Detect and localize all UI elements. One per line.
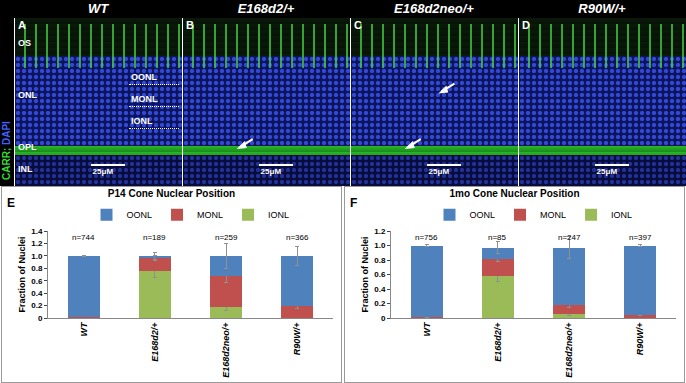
svg-text:E168d2/+: E168d2/+: [150, 322, 160, 362]
html-text:E168d2neo/+: E168d2neo/+: [394, 1, 474, 16]
svg-text:n=397: n=397: [629, 233, 652, 242]
svg-text:n=756: n=756: [415, 233, 438, 242]
html-text:OONL: OONL: [131, 72, 157, 82]
svg-text:IONL: IONL: [611, 210, 632, 220]
svg-text:E168d2neo/+: E168d2neo/+: [564, 322, 574, 378]
svg-text:E168d2neo/+: E168d2neo/+: [221, 322, 231, 378]
svg-text:R90W/+: R90W/+: [635, 322, 645, 356]
svg-text:n=189: n=189: [143, 233, 166, 242]
svg-text:0.6: 0.6: [374, 270, 386, 279]
svg-text:Fraction of Nuclei: Fraction of Nuclei: [17, 236, 27, 312]
html-text:INL: INL: [18, 164, 33, 174]
svg-text:0.4: 0.4: [374, 285, 386, 294]
html-text:OPL: OPL: [18, 142, 37, 152]
svg-text:WT: WT: [422, 321, 432, 336]
html-text:C: C: [354, 19, 362, 31]
html-text:IONL: IONL: [131, 116, 153, 126]
svg-text:1.4: 1.4: [31, 227, 43, 236]
svg-text:P14 Cone Nuclear Position: P14 Cone Nuclear Position: [108, 188, 235, 199]
svg-text:F: F: [350, 196, 357, 210]
svg-text:0.8: 0.8: [374, 256, 386, 265]
svg-text:0.6: 0.6: [31, 277, 43, 286]
svg-text:MONL: MONL: [540, 210, 566, 220]
svg-text:n=259: n=259: [215, 233, 238, 242]
svg-text:E: E: [7, 196, 15, 210]
svg-text:OONL: OONL: [470, 210, 496, 220]
html-text:DAPI: DAPI: [1, 121, 12, 148]
svg-text:E168d2/+: E168d2/+: [493, 322, 503, 362]
svg-text:0.2: 0.2: [31, 301, 43, 310]
svg-text:1.0: 1.0: [31, 252, 43, 261]
svg-text:1.0: 1.0: [374, 241, 386, 250]
svg-text:OONL: OONL: [127, 210, 153, 220]
svg-text:1mo Cone Nuclear Position: 1mo Cone Nuclear Position: [449, 188, 579, 199]
svg-text:n=85: n=85: [488, 233, 507, 242]
svg-text:n=247: n=247: [558, 233, 581, 242]
html-text:25μM: 25μM: [596, 167, 618, 176]
html-text:MONL: MONL: [131, 94, 158, 104]
svg-text:0: 0: [38, 314, 43, 323]
svg-text:1.2: 1.2: [374, 227, 386, 236]
svg-text:R90W/+: R90W/+: [292, 322, 302, 356]
svg-text:n=366: n=366: [286, 233, 309, 242]
svg-text:n=744: n=744: [72, 233, 95, 242]
html-text:25μM: 25μM: [92, 167, 114, 176]
html-text:25μM: 25μM: [428, 167, 450, 176]
svg-text:IONL: IONL: [268, 210, 289, 220]
html-text:D: D: [522, 19, 530, 31]
html-text:B: B: [186, 19, 194, 31]
svg-text:0.8: 0.8: [31, 264, 43, 273]
html-text:CARR;: CARR;: [1, 147, 12, 180]
html-text:OS: OS: [18, 38, 31, 48]
html-text:E168d2/+: E168d2/+: [237, 1, 295, 16]
svg-text:MONL: MONL: [197, 210, 223, 220]
html-text:ONL: ONL: [18, 90, 37, 100]
svg-text:WT: WT: [79, 321, 89, 336]
svg-text:0: 0: [381, 314, 386, 323]
svg-text:1.2: 1.2: [31, 239, 43, 248]
svg-text:Fraction of Nuclei: Fraction of Nuclei: [360, 236, 370, 312]
html-text:A: A: [18, 19, 26, 31]
svg-text:0.4: 0.4: [31, 289, 43, 298]
html-text:25μM: 25μM: [260, 167, 282, 176]
html-text:R90W/+: R90W/+: [578, 1, 626, 16]
svg-text:0.2: 0.2: [374, 299, 386, 308]
html-text:WT: WT: [87, 1, 109, 16]
